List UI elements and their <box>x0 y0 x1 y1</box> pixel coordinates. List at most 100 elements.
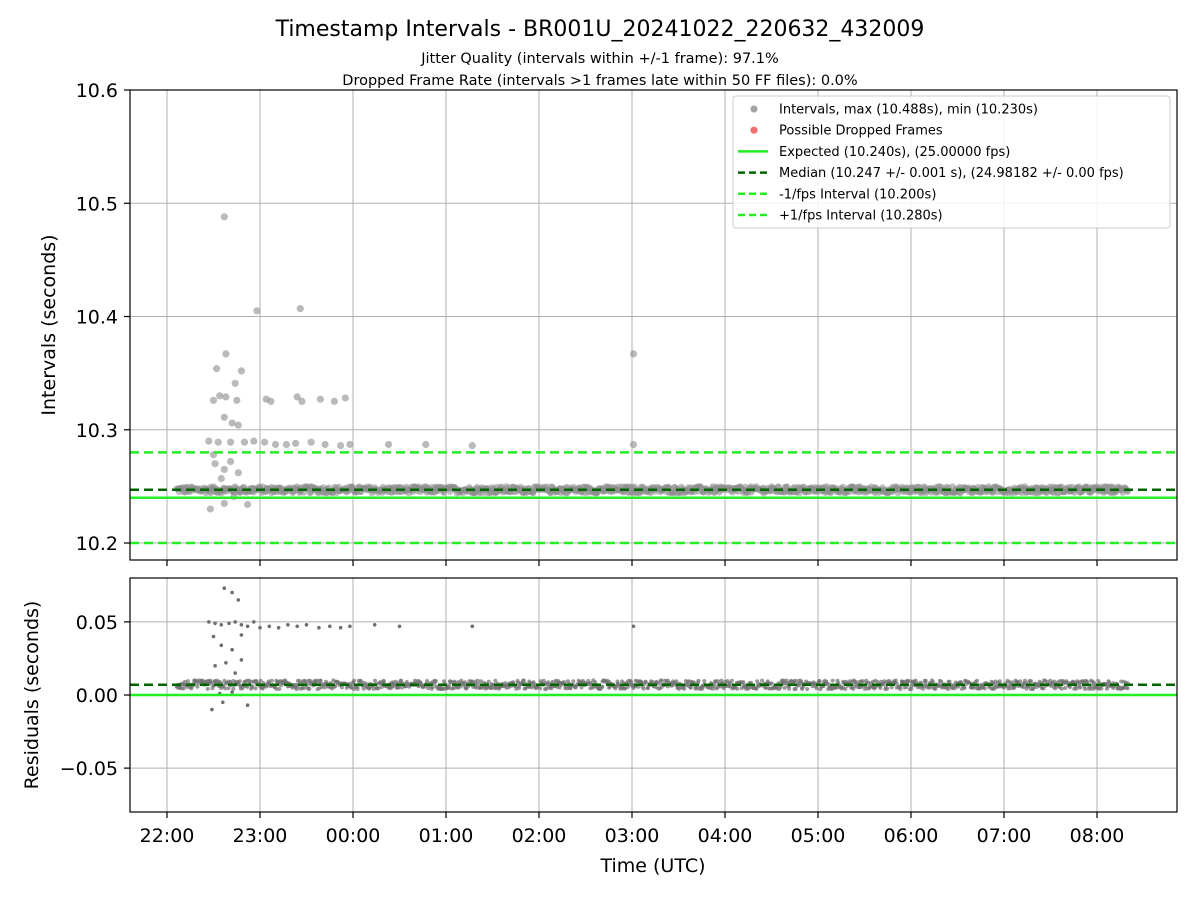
residuals-band-point-804 <box>817 679 822 683</box>
chart-subtitle-line-1: Jitter Quality (intervals within +/-1 fr… <box>420 51 779 67</box>
residuals-band-point-19 <box>189 686 194 691</box>
residuals-band-point-800 <box>814 686 819 691</box>
xtick-label-5: 03:00 <box>605 825 660 847</box>
interval-point-27 <box>271 440 280 449</box>
residuals-band-point-435 <box>521 678 526 683</box>
residuals-band-point-1043 <box>1008 686 1013 691</box>
residuals-band-point-881 <box>878 686 883 691</box>
residuals-ytick-label-1: 0.00 <box>76 685 118 707</box>
xtick-label-7: 05:00 <box>791 825 846 847</box>
residuals-band-point-635 <box>682 686 687 691</box>
residuals-band-point-507 <box>579 685 584 690</box>
residuals-band-point-725 <box>754 686 759 691</box>
legend-marker-1 <box>750 126 758 134</box>
residuals-band-point-71 <box>231 686 236 691</box>
interval-point-12 <box>267 397 275 405</box>
residuals-band-point-380 <box>478 679 483 684</box>
residual-point-4 <box>213 621 217 626</box>
residual-point-7 <box>233 620 237 624</box>
residual-point-14 <box>286 623 290 627</box>
residuals-band-point-814 <box>825 681 830 686</box>
residual-point-30 <box>224 661 228 665</box>
residuals-band-point-259 <box>381 679 386 684</box>
residuals-band-point-289 <box>404 680 409 684</box>
residuals-band-point-888 <box>885 686 890 691</box>
residuals-band-point-981 <box>958 680 963 684</box>
residuals-band-point-900 <box>894 681 899 686</box>
legend-marker-0 <box>750 105 758 113</box>
residuals-band-point-471 <box>550 679 555 684</box>
interval-point-47 <box>217 474 225 483</box>
residuals-band-point-181 <box>318 678 323 683</box>
interval-point-13 <box>293 393 301 401</box>
residuals-band-point-694 <box>729 678 734 683</box>
residual-point-37 <box>230 690 234 694</box>
residual-point-25 <box>211 634 216 639</box>
residual-point-1 <box>230 590 234 595</box>
residuals-band-point-1099 <box>1053 686 1058 691</box>
residuals-band-point-1106 <box>1059 686 1064 691</box>
interval-point-26 <box>261 438 269 446</box>
interval-point-19 <box>228 419 236 427</box>
chart-title: Timestamp Intervals - BR001U_20241022_22… <box>275 17 925 42</box>
intervals-reference-lines <box>130 451 1177 545</box>
residuals-band-point-821 <box>830 678 835 683</box>
residuals-ytick-label-2: 0.05 <box>76 612 118 634</box>
residuals-band-point-95 <box>250 685 255 690</box>
residuals-band-point-1136 <box>1083 687 1088 691</box>
residuals-band-point-991 <box>966 680 971 685</box>
residuals-band-point-727 <box>755 679 760 684</box>
legend-label-5: +1/fps Interval (10.280s) <box>779 209 943 224</box>
xtick-label-6: 04:00 <box>698 825 753 847</box>
interval-point-45 <box>220 499 228 507</box>
intervals-ytick-label-1: 10.3 <box>76 420 118 442</box>
x-axis-label: Time (UTC) <box>599 855 705 877</box>
residual-point-18 <box>328 624 332 629</box>
residuals-band-point-671 <box>710 686 715 691</box>
residuals-band-point-129 <box>277 687 282 691</box>
residuals-band-point-766 <box>787 686 792 691</box>
intervals-y-axis-label: Intervals (seconds) <box>38 234 60 415</box>
interval-point-5 <box>237 367 245 375</box>
residuals-band-point-341 <box>446 685 451 690</box>
intervals-ytick-label-4: 10.6 <box>76 80 118 102</box>
residual-point-28 <box>239 633 244 637</box>
residual-point-21 <box>372 623 377 627</box>
residuals-band-point-65 <box>226 686 231 691</box>
residuals-band-point-904 <box>898 687 903 692</box>
intervals-ytick-label-0: 10.2 <box>76 533 118 555</box>
residuals-band-point-761 <box>782 685 787 690</box>
interval-point-21 <box>205 437 213 445</box>
interval-point-33 <box>346 440 354 449</box>
interval-point-29 <box>292 439 300 447</box>
residuals-y-ticks: −0.05 0.00 0.05 <box>60 612 130 780</box>
residuals-band-point-253 <box>376 686 381 691</box>
residuals-band-point-234 <box>361 686 366 691</box>
residual-point-31 <box>233 671 237 675</box>
residual-point-10 <box>252 620 256 624</box>
residuals-band-point-561 <box>622 686 627 690</box>
residuals-band-point-584 <box>641 686 646 691</box>
residuals-band-point-113 <box>264 684 269 689</box>
residuals-band-point-1110 <box>1063 686 1068 690</box>
xtick-label-4: 02:00 <box>512 825 567 847</box>
residual-point-9 <box>245 624 250 629</box>
interval-point-15 <box>316 395 324 403</box>
residuals-band-point-1068 <box>1029 679 1034 684</box>
residuals-ytick-label-0: −0.05 <box>60 758 118 780</box>
interval-point-41 <box>227 457 235 466</box>
residual-point-0 <box>222 586 227 590</box>
interval-point-10 <box>233 396 241 404</box>
interval-point-24 <box>240 438 249 446</box>
residual-point-3 <box>207 620 211 624</box>
residuals-panel: −0.05 0.00 0.05 22:00 23:00 00:00 01:00 02:00 0… <box>21 577 1178 877</box>
interval-point-8 <box>216 392 224 400</box>
residuals-band-point-709 <box>741 680 746 685</box>
residual-point-24 <box>631 624 636 629</box>
xtick-label-3: 01:00 <box>419 825 474 847</box>
residuals-band-point-93 <box>248 679 253 684</box>
residuals-band-point-519 <box>588 682 593 687</box>
residuals-band-point-1059 <box>1021 685 1026 689</box>
residual-point-20 <box>348 624 352 629</box>
residuals-band-point-10 <box>182 679 187 684</box>
